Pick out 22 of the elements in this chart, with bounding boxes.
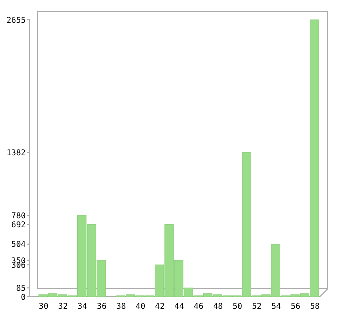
x-tick-label: 42 bbox=[155, 302, 166, 311]
x-tick-label: 48 bbox=[213, 302, 224, 311]
y-tick-label: 2655 bbox=[6, 16, 26, 25]
x-tick-label: 56 bbox=[290, 302, 301, 311]
x-tick-label: 30 bbox=[39, 302, 49, 311]
x-tick-label: 46 bbox=[194, 302, 204, 311]
y-tick-label: 85 bbox=[16, 284, 26, 293]
x-tick-label: 54 bbox=[272, 302, 282, 311]
x-tick-label: 52 bbox=[252, 302, 262, 311]
y-tick-label: 1382 bbox=[6, 148, 26, 158]
x-tick-label: 32 bbox=[58, 302, 68, 311]
y-tick-label: 0 bbox=[21, 292, 26, 302]
x-tick-label: 50 bbox=[232, 302, 243, 311]
y-tick-label: 504 bbox=[12, 240, 26, 250]
x-tick-label: 36 bbox=[97, 302, 107, 311]
x-tick-label: 34 bbox=[78, 302, 88, 311]
x-tick-label: 44 bbox=[174, 302, 184, 311]
y-tick-label: 692 bbox=[12, 220, 26, 230]
x-tick-label: 58 bbox=[310, 302, 320, 311]
x-tick-label: 38 bbox=[116, 302, 126, 311]
x-tick-label: 40 bbox=[136, 302, 146, 311]
y-tick-label: 780 bbox=[12, 211, 26, 220]
